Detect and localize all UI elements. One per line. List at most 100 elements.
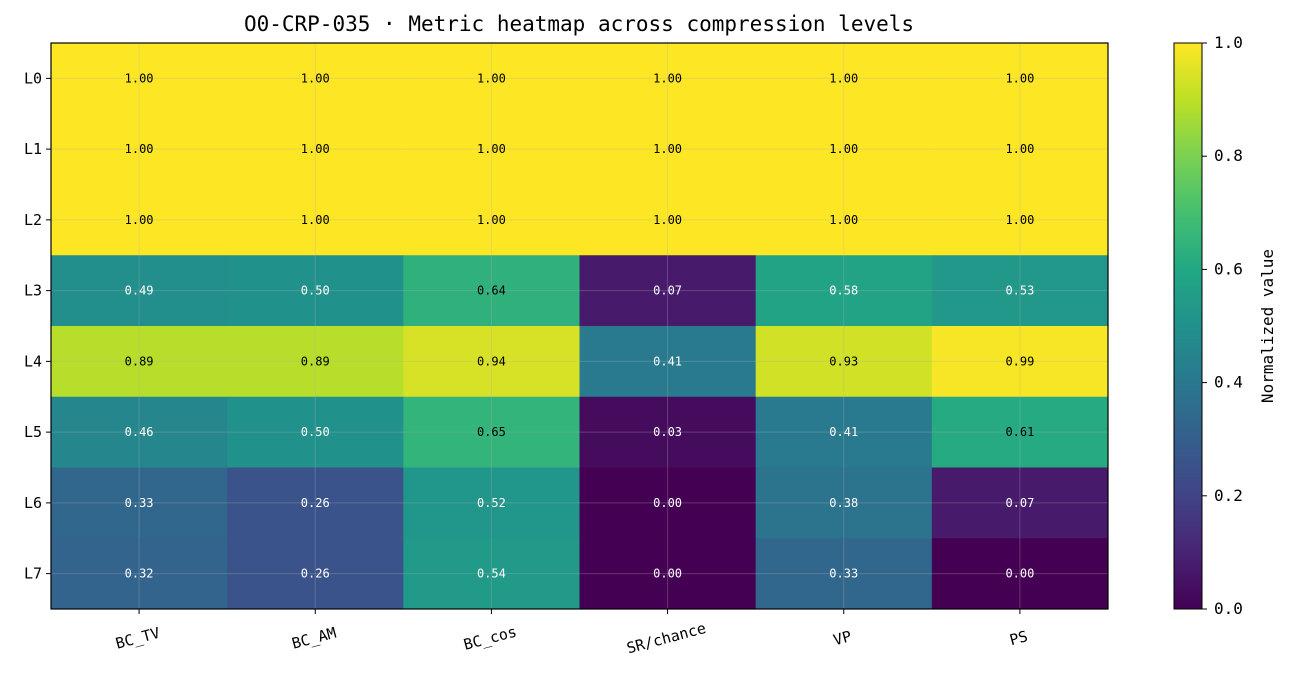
cell-value-label: 1.00 bbox=[125, 213, 154, 227]
heatmap-cell bbox=[227, 538, 404, 610]
heatmap-cell bbox=[403, 255, 580, 327]
cell-value-label: 1.00 bbox=[301, 213, 330, 227]
y-tick-label: L2 bbox=[24, 211, 42, 229]
cell-value-label: 0.52 bbox=[477, 496, 506, 510]
heatmap-cell bbox=[579, 113, 757, 185]
colorbar-label: Normalized value bbox=[1258, 249, 1277, 403]
heatmap-cells bbox=[51, 43, 1109, 610]
heatmap-cell bbox=[579, 255, 757, 327]
cell-value-label: 1.00 bbox=[1005, 213, 1034, 227]
heatmap-cell bbox=[51, 255, 228, 327]
x-axis-ticks: BC_TV BC_AM BC_cos SR/chance VP PS bbox=[114, 609, 1030, 657]
heatmap-cell bbox=[403, 326, 580, 398]
cell-value-label: 1.00 bbox=[829, 213, 858, 227]
heatmap-cell bbox=[755, 184, 933, 256]
cell-value-label: 0.89 bbox=[301, 354, 330, 368]
heatmap-cell bbox=[227, 326, 404, 398]
cell-value-label: 1.00 bbox=[125, 71, 154, 85]
heatmap-cell bbox=[931, 467, 1109, 539]
cell-value-label: 0.58 bbox=[829, 284, 858, 298]
cell-value-label: 0.50 bbox=[301, 284, 330, 298]
cell-value-label: 0.07 bbox=[653, 284, 682, 298]
y-tick-label: L5 bbox=[24, 423, 42, 441]
cell-value-label: 0.50 bbox=[301, 425, 330, 439]
heatmap-cell bbox=[931, 255, 1109, 327]
cell-value-label: 0.41 bbox=[653, 354, 682, 368]
heatmap-cell bbox=[51, 184, 228, 256]
heatmap-cell bbox=[579, 467, 757, 539]
heatmap-cell-labels: 1.00 1.00 1.00 1.00 1.00 1.00 1.00 1.00 1.00 1.00… bbox=[125, 71, 1035, 580]
cell-value-label: 1.00 bbox=[653, 71, 682, 85]
y-axis-ticks: L0 L1 L2 L3 L4 L5 L6 L7 bbox=[24, 69, 51, 583]
cell-value-label: 0.33 bbox=[125, 496, 154, 510]
y-tick-label: L0 bbox=[24, 69, 42, 87]
heatmap-cell bbox=[227, 255, 404, 327]
heatmap-cell bbox=[227, 43, 404, 115]
y-tick-label: L3 bbox=[24, 282, 42, 300]
cell-value-label: 0.46 bbox=[125, 425, 154, 439]
cell-value-label: 1.00 bbox=[477, 71, 506, 85]
x-tick-label: BC_AM bbox=[290, 624, 338, 653]
plot-frame bbox=[50, 42, 1109, 610]
heatmap-cell bbox=[755, 396, 933, 468]
heatmap-gridlines bbox=[51, 43, 1108, 609]
heatmap-cell bbox=[403, 113, 580, 185]
x-tick-label: VP bbox=[831, 627, 853, 649]
cell-value-label: 1.00 bbox=[829, 142, 858, 156]
colorbar-tick-label: 0.0 bbox=[1214, 599, 1243, 618]
heatmap-cell bbox=[227, 467, 404, 539]
colorbar bbox=[1173, 42, 1203, 610]
cell-value-label: 0.54 bbox=[477, 567, 506, 581]
cell-value-label: 1.00 bbox=[125, 142, 154, 156]
y-tick-label: L7 bbox=[24, 565, 42, 583]
cell-value-label: 0.94 bbox=[477, 354, 506, 368]
heatmap-cell bbox=[579, 396, 757, 468]
cell-value-label: 0.33 bbox=[829, 567, 858, 581]
cell-value-label: 0.49 bbox=[125, 284, 154, 298]
x-tick-label: BC_TV bbox=[114, 624, 162, 653]
cell-value-label: 0.00 bbox=[1005, 567, 1034, 581]
cell-value-label: 0.53 bbox=[1005, 284, 1034, 298]
heatmap-cell bbox=[579, 43, 757, 115]
heatmap-cell bbox=[227, 113, 404, 185]
heatmap-cell bbox=[403, 43, 580, 115]
cell-value-label: 0.38 bbox=[829, 496, 858, 510]
cell-value-label: 0.00 bbox=[653, 567, 682, 581]
cell-value-label: 0.61 bbox=[1005, 425, 1034, 439]
heatmap-cell bbox=[51, 467, 228, 539]
heatmap-cell bbox=[51, 396, 228, 468]
colorbar-tick-label: 0.2 bbox=[1214, 486, 1243, 505]
y-tick-label: L1 bbox=[24, 140, 42, 158]
x-tick-label: SR/chance bbox=[625, 619, 708, 657]
heatmap-cell bbox=[51, 113, 228, 185]
heatmap-cell bbox=[931, 396, 1109, 468]
heatmap-cell bbox=[51, 538, 228, 610]
chart-title: O0-CRP-035 · Metric heatmap across compr… bbox=[244, 12, 914, 36]
y-tick-label: L4 bbox=[24, 352, 42, 370]
cell-value-label: 1.00 bbox=[1005, 142, 1034, 156]
y-tick-label: L6 bbox=[24, 494, 42, 512]
cell-value-label: 0.26 bbox=[301, 496, 330, 510]
cell-value-label: 1.00 bbox=[829, 71, 858, 85]
cell-value-label: 1.00 bbox=[477, 142, 506, 156]
cell-value-label: 1.00 bbox=[653, 213, 682, 227]
heatmap-cell bbox=[755, 538, 933, 610]
cell-value-label: 0.07 bbox=[1005, 496, 1034, 510]
heatmap-cell bbox=[755, 113, 933, 185]
colorbar-tick-label: 1.0 bbox=[1214, 33, 1243, 52]
heatmap-cell bbox=[931, 326, 1109, 398]
cell-value-label: 0.64 bbox=[477, 284, 506, 298]
x-tick-label: PS bbox=[1008, 627, 1030, 649]
heatmap-cell bbox=[931, 538, 1109, 610]
colorbar-tick-label: 0.6 bbox=[1214, 259, 1243, 278]
heatmap-cell bbox=[755, 467, 933, 539]
heatmap-cell bbox=[931, 184, 1109, 256]
heatmap-cell bbox=[931, 113, 1109, 185]
cell-value-label: 0.26 bbox=[301, 567, 330, 581]
cell-value-label: 1.00 bbox=[653, 142, 682, 156]
heatmap-cell bbox=[755, 43, 933, 115]
heatmap-cell bbox=[51, 43, 228, 115]
heatmap-cell bbox=[931, 43, 1109, 115]
cell-value-label: 1.00 bbox=[1005, 71, 1034, 85]
